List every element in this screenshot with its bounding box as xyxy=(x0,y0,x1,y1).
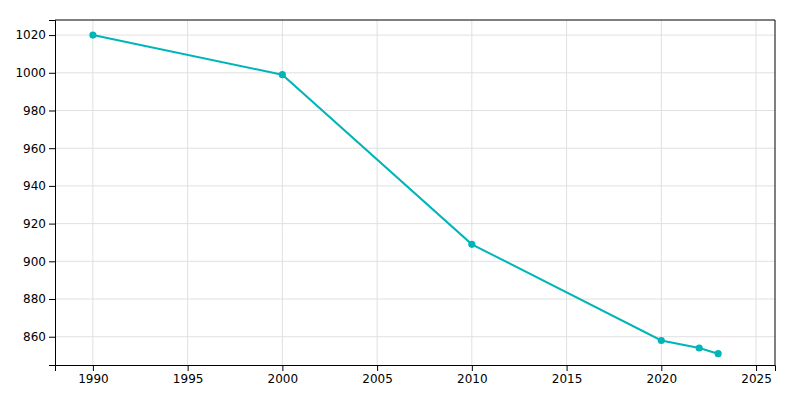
y-tick-label: 980 xyxy=(23,104,46,118)
x-tick-label: 2015 xyxy=(552,372,583,386)
y-tick-label: 1000 xyxy=(15,66,46,80)
x-tick-mark xyxy=(377,365,378,371)
grid-line-y xyxy=(55,35,775,36)
x-tick-label: 2000 xyxy=(268,372,299,386)
grid-line-x xyxy=(566,20,567,365)
grid-line-y xyxy=(55,72,775,73)
grid-line-y xyxy=(55,148,775,149)
chart-container: 1990 1995 2000 2005 2010 2015 2020 2025 860 880 90… xyxy=(0,0,800,400)
grid-line-x xyxy=(92,20,93,365)
line xyxy=(93,35,718,354)
y-tick-mark xyxy=(49,299,55,300)
y-tick-label: 900 xyxy=(23,255,46,269)
y-tick: 940 xyxy=(23,179,55,193)
x-tick-mark xyxy=(756,365,757,371)
y-tick-label: 920 xyxy=(23,217,46,231)
x-tick-label: 2005 xyxy=(362,372,393,386)
grid-line-x xyxy=(661,20,662,365)
y-axis: 860 880 900 920 940 960 980 1000 1020 xyxy=(15,21,55,366)
x-tick: 2010 xyxy=(457,365,488,386)
y-tick-mark xyxy=(49,110,55,111)
marker xyxy=(279,71,286,78)
x-tick-label: 2020 xyxy=(647,372,678,386)
x-tick-label: 1995 xyxy=(173,372,204,386)
x-tick-label: 2025 xyxy=(741,372,772,386)
y-tick: 960 xyxy=(23,142,55,156)
marker xyxy=(715,350,722,357)
y-tick: 920 xyxy=(23,217,55,231)
y-tick-label: 860 xyxy=(23,330,46,344)
y-axis-line xyxy=(49,21,56,366)
marker xyxy=(89,32,96,39)
grid-line-y xyxy=(55,261,775,262)
x-axis-line xyxy=(56,366,776,372)
x-tick-mark xyxy=(661,365,662,371)
x-tick-mark xyxy=(567,365,568,371)
marker xyxy=(658,337,665,344)
x-tick-mark xyxy=(472,365,473,371)
grid-line-y xyxy=(55,299,775,300)
y-tick: 1000 xyxy=(15,66,55,80)
y-tick: 1020 xyxy=(15,28,55,42)
y-tick-mark xyxy=(49,224,55,225)
y-tick: 980 xyxy=(23,104,55,118)
plot-area: 1990 1995 2000 2005 2010 2015 2020 2025 860 880 90… xyxy=(15,20,775,386)
y-tick-mark xyxy=(49,148,55,149)
y-tick-label: 960 xyxy=(23,142,46,156)
grid-line-x xyxy=(377,20,378,365)
x-tick-mark xyxy=(188,365,189,371)
frame-right xyxy=(775,20,776,365)
x-tick: 1990 xyxy=(78,365,109,386)
marker xyxy=(468,241,475,248)
y-tick-label: 1020 xyxy=(15,28,46,42)
grid-line-x xyxy=(187,20,188,365)
y-tick-mark xyxy=(49,261,55,262)
x-tick: 2025 xyxy=(741,365,772,386)
x-tick: 1995 xyxy=(173,365,204,386)
y-tick-label: 880 xyxy=(23,292,46,306)
frame-top xyxy=(55,20,775,21)
marker xyxy=(696,344,703,351)
y-tick: 860 xyxy=(23,330,55,344)
x-tick: 2020 xyxy=(647,365,678,386)
grid-line-y xyxy=(55,223,775,224)
grid-line-x xyxy=(756,20,757,365)
y-tick-mark xyxy=(49,35,55,36)
x-tick-mark xyxy=(282,365,283,371)
grid-line-y xyxy=(55,336,775,337)
y-tick-mark xyxy=(49,73,55,74)
grid-line-y xyxy=(55,185,775,186)
x-tick-label: 1990 xyxy=(78,372,109,386)
x-tick: 2005 xyxy=(362,365,393,386)
x-tick-label: 2010 xyxy=(457,372,488,386)
y-tick-mark xyxy=(49,186,55,187)
y-tick-mark xyxy=(49,337,55,338)
series xyxy=(89,32,721,358)
x-axis: 1990 1995 2000 2005 2010 2015 2020 2025 xyxy=(56,365,776,386)
y-tick: 900 xyxy=(23,255,55,269)
grid xyxy=(55,20,775,365)
x-tick: 2000 xyxy=(268,365,299,386)
grid-line-x xyxy=(471,20,472,365)
chart-svg: 1990 1995 2000 2005 2010 2015 2020 2025 860 880 90… xyxy=(0,0,800,400)
x-tick: 2015 xyxy=(552,365,583,386)
grid-line-y xyxy=(55,110,775,111)
y-tick: 880 xyxy=(23,292,55,306)
y-tick-label: 940 xyxy=(23,179,46,193)
x-tick-mark xyxy=(93,365,94,371)
